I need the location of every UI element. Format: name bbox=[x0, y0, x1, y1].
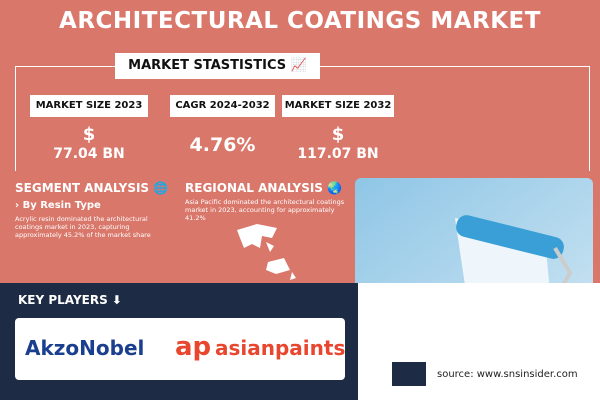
logo-asianpaints: asianpaints bbox=[215, 336, 346, 360]
sns-logo bbox=[392, 362, 426, 386]
stat-symbol: $ bbox=[82, 124, 96, 145]
stat-value: 77.04 BN bbox=[53, 146, 125, 162]
stat-label: MARKET SIZE 2023 bbox=[30, 95, 148, 117]
stat-value: 4.76% bbox=[189, 134, 256, 156]
title: ARCHITECTURAL COATINGS MARKET bbox=[59, 8, 541, 34]
stats-heading-text: MARKET STASTISTICS bbox=[128, 58, 287, 73]
stats-heading: MARKET STASTISTICS 📈 bbox=[115, 53, 320, 79]
key-players-heading: KEY PLAYERS ⬇ bbox=[18, 293, 122, 307]
regional-text: Asia Pacific dominated the architectural… bbox=[185, 198, 345, 222]
key-players-heading-text: KEY PLAYERS bbox=[18, 293, 108, 307]
roller bbox=[456, 215, 564, 259]
logo-akzonobel: AkzoNobel bbox=[25, 336, 145, 360]
logo-box: AkzoNobel ap asianpaints bbox=[15, 318, 345, 380]
stat-label: MARKET SIZE 2032 bbox=[282, 95, 394, 117]
source: source: www.snsinsider.com bbox=[437, 369, 578, 380]
logo-mark: ap bbox=[175, 332, 212, 362]
stat-label: CAGR 2024-2032 bbox=[170, 95, 275, 117]
segment-text: Acrylic resin dominated the architectura… bbox=[15, 215, 151, 239]
segment-subheading: › By Resin Type bbox=[15, 200, 101, 211]
regional-heading-text: REGIONAL ANALYSIS bbox=[185, 181, 323, 195]
stat-symbol: $ bbox=[331, 124, 345, 145]
stat-value: 117.07 BN bbox=[297, 146, 379, 162]
map-shape bbox=[237, 224, 296, 280]
regional-heading: REGIONAL ANALYSIS 🌏 bbox=[185, 181, 343, 195]
segment-heading-text: SEGMENT ANALYSIS bbox=[15, 181, 150, 195]
map bbox=[237, 224, 296, 280]
segment-heading: SEGMENT ANALYSIS 🌐 bbox=[15, 181, 169, 195]
